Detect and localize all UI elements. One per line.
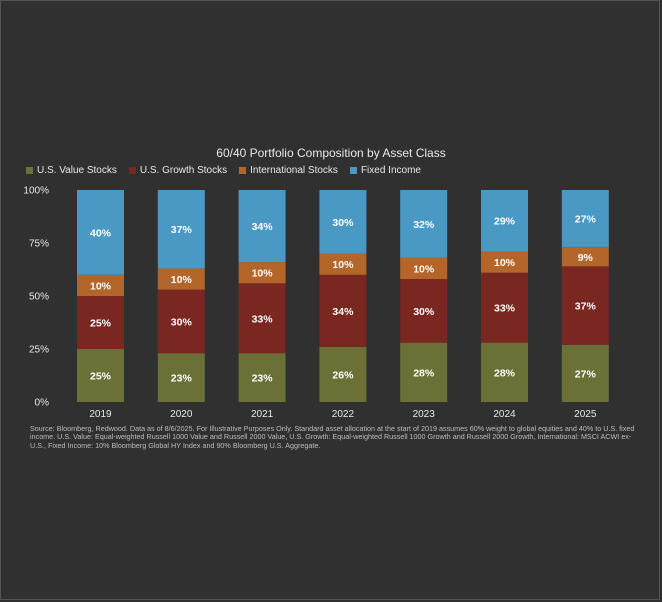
chart-legend: U.S. Value Stocks U.S. Growth Stocks Int… xyxy=(26,165,421,176)
bar-segment xyxy=(400,279,448,343)
x-tick-label: 2024 xyxy=(493,409,516,420)
bar-segment xyxy=(481,190,528,252)
data-label: 37% xyxy=(575,301,597,313)
data-label: 40% xyxy=(90,227,112,239)
chart-title: 60/40 Portfolio Composition by Asset Cla… xyxy=(216,146,446,160)
legend-swatch-us-value xyxy=(26,167,33,174)
data-label: 26% xyxy=(332,369,354,381)
legend-item-international: International Stocks xyxy=(239,165,338,176)
source-note: Source: Bloomberg, Redwood. Data as of 8… xyxy=(30,424,635,450)
data-label: 10% xyxy=(252,268,274,280)
bar-segment xyxy=(77,349,124,402)
bar-segment xyxy=(157,353,205,402)
data-label: 10% xyxy=(494,257,516,269)
bar-segment xyxy=(238,262,286,284)
legend-swatch-international xyxy=(239,167,247,174)
bar-segment xyxy=(561,247,609,267)
bar-segment xyxy=(319,346,367,402)
data-label: 33% xyxy=(494,303,516,315)
data-label: 37% xyxy=(171,224,193,236)
bar-segment xyxy=(481,272,528,343)
x-tick-label: 2023 xyxy=(413,409,436,420)
y-tick-label: 75% xyxy=(29,239,49,250)
bar-segment xyxy=(319,253,367,275)
data-label: 9% xyxy=(578,252,594,264)
data-label: 27% xyxy=(575,368,597,380)
data-label: 23% xyxy=(171,373,193,385)
y-tick-label: 25% xyxy=(29,345,49,356)
legend-swatch-us-growth xyxy=(128,167,136,174)
data-label: 30% xyxy=(171,316,193,328)
bar-segment xyxy=(77,274,124,296)
bar-segment xyxy=(157,268,205,290)
y-tick-label: 100% xyxy=(23,186,49,197)
x-tick-label: 2019 xyxy=(89,409,112,420)
data-label: 28% xyxy=(413,367,435,379)
bar-segment xyxy=(157,289,205,354)
bar-segment xyxy=(561,266,609,345)
data-label: 33% xyxy=(252,313,274,325)
y-tick-label: 0% xyxy=(35,398,50,409)
bar-segment xyxy=(238,190,286,263)
bar-segment xyxy=(481,251,528,273)
data-label: 27% xyxy=(575,214,597,226)
data-label: 34% xyxy=(252,221,274,233)
data-label: 10% xyxy=(90,280,112,292)
bar-segment xyxy=(77,296,124,349)
x-tick-label: 2021 xyxy=(251,409,274,420)
legend-label-us-value: U.S. Value Stocks xyxy=(37,165,117,176)
y-tick-label: 50% xyxy=(29,292,49,303)
bar-segment xyxy=(238,283,286,354)
data-label: 23% xyxy=(252,373,274,385)
data-label: 30% xyxy=(332,217,354,229)
legend-item-us-growth: U.S. Growth Stocks xyxy=(128,165,228,176)
data-label: 32% xyxy=(413,219,435,231)
bar-segment xyxy=(400,342,448,402)
x-tick-label: 2025 xyxy=(574,409,597,420)
legend-item-fixed-income: Fixed Income xyxy=(349,165,421,176)
bar-segment xyxy=(400,190,448,258)
legend-label-international: International Stocks xyxy=(250,165,338,176)
data-label: 30% xyxy=(413,306,435,318)
x-tick-label: 2022 xyxy=(332,409,355,420)
data-label: 25% xyxy=(90,371,112,383)
bar-segment xyxy=(561,190,609,248)
data-label: 28% xyxy=(494,367,516,379)
legend-label-us-growth: U.S. Growth Stocks xyxy=(139,165,228,176)
bar-segment xyxy=(238,353,286,402)
data-label: 34% xyxy=(332,306,354,318)
bar-segment xyxy=(319,274,367,347)
data-label: 25% xyxy=(90,318,112,330)
legend-item-us-value: U.S. Value Stocks xyxy=(26,165,117,176)
data-label: 10% xyxy=(171,274,193,286)
bar-segment xyxy=(319,190,367,254)
bar-segment xyxy=(400,257,448,280)
data-label: 10% xyxy=(413,263,435,275)
bar-segment xyxy=(157,190,205,269)
bar-segment xyxy=(77,190,124,275)
x-tick-label: 2020 xyxy=(170,409,193,420)
legend-swatch-fixed-income xyxy=(349,167,357,174)
data-label: 10% xyxy=(332,259,354,271)
bar-segment xyxy=(481,342,528,402)
legend-label-fixed-income: Fixed Income xyxy=(360,165,421,176)
bar-segment xyxy=(561,344,609,402)
data-label: 29% xyxy=(494,216,516,228)
